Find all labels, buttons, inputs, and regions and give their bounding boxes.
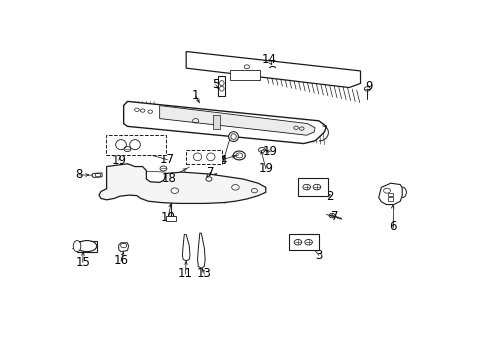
Polygon shape	[99, 164, 265, 203]
Text: 2: 2	[326, 190, 333, 203]
Bar	[387, 193, 393, 196]
Polygon shape	[186, 51, 360, 87]
Bar	[77, 240, 97, 252]
Text: 18: 18	[162, 172, 176, 185]
Bar	[186, 150, 222, 164]
Text: 15: 15	[75, 256, 90, 269]
Bar	[218, 76, 225, 96]
Polygon shape	[159, 105, 314, 135]
Text: 4: 4	[219, 154, 226, 167]
Text: 19: 19	[111, 154, 126, 167]
Text: 16: 16	[113, 254, 128, 267]
Text: 12: 12	[212, 154, 226, 167]
Ellipse shape	[193, 153, 202, 161]
Text: 11: 11	[178, 267, 193, 280]
Text: 10: 10	[160, 211, 175, 224]
Ellipse shape	[230, 134, 236, 139]
Bar	[387, 197, 393, 201]
Text: 6: 6	[388, 220, 396, 233]
Bar	[212, 115, 219, 129]
Text: 7: 7	[330, 210, 338, 223]
Ellipse shape	[77, 240, 97, 252]
Ellipse shape	[206, 153, 215, 161]
Polygon shape	[123, 102, 326, 144]
Ellipse shape	[73, 240, 81, 252]
Text: 5: 5	[212, 78, 219, 91]
Text: 7: 7	[206, 166, 214, 179]
Ellipse shape	[129, 140, 140, 150]
Text: 3: 3	[314, 249, 322, 262]
Polygon shape	[92, 173, 102, 177]
Bar	[288, 234, 318, 250]
Polygon shape	[197, 233, 205, 268]
Text: 19: 19	[262, 145, 277, 158]
Text: 1: 1	[191, 89, 199, 102]
Bar	[297, 179, 327, 195]
Ellipse shape	[219, 86, 224, 91]
Bar	[229, 70, 260, 80]
Polygon shape	[182, 234, 189, 261]
Ellipse shape	[116, 140, 126, 150]
Bar	[105, 135, 166, 155]
Text: 17: 17	[160, 153, 174, 166]
Text: 9: 9	[365, 80, 372, 93]
Polygon shape	[119, 243, 128, 252]
Ellipse shape	[228, 132, 238, 141]
Bar	[166, 216, 176, 221]
Ellipse shape	[219, 81, 224, 86]
Text: 19: 19	[258, 162, 273, 175]
Text: 14: 14	[261, 53, 276, 66]
Polygon shape	[378, 183, 401, 204]
Text: 8: 8	[76, 168, 83, 181]
Text: 13: 13	[197, 267, 211, 280]
